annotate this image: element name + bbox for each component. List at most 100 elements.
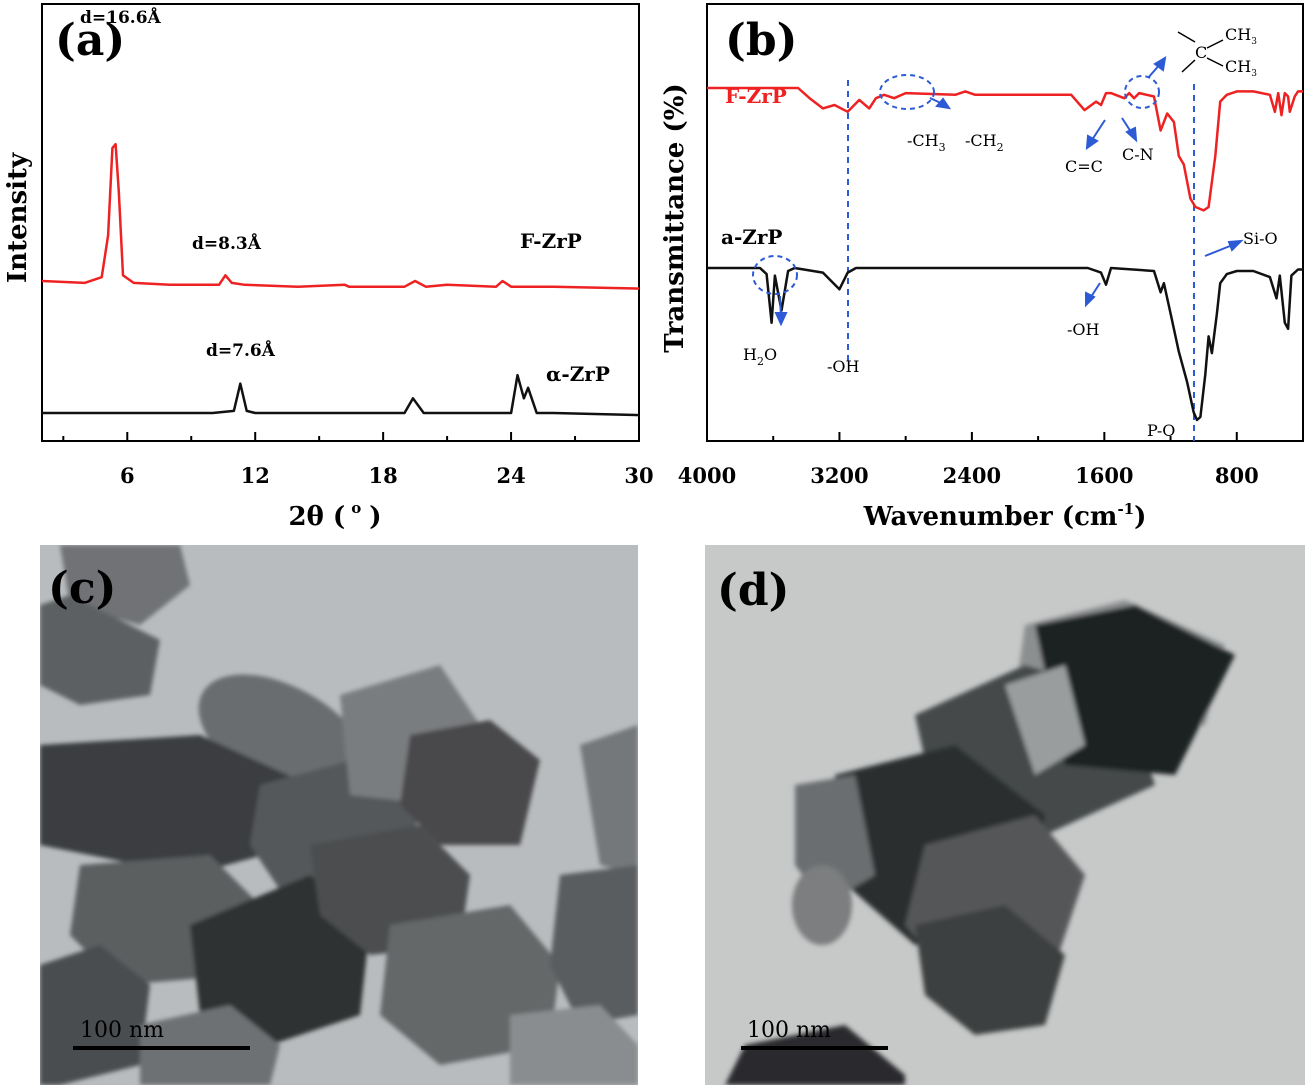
- ftir-x-axis-title-main: Wavenumber (cm: [863, 502, 1118, 532]
- ftir-annotation-oh-left: -OH: [827, 357, 860, 376]
- tem-image-d-svg: (d) 100 nm: [705, 545, 1305, 1085]
- tem-c-particle: [550, 865, 638, 1025]
- ftir-series-f-zrp: [707, 86, 1303, 212]
- ftir-arrowhead-ch3: [1153, 56, 1167, 72]
- ftir-annotation-ch3-top-text: CH: [1225, 25, 1251, 44]
- ftir-annotation-ch3-text: -CH: [907, 131, 939, 150]
- tem-d-particle: [915, 905, 1065, 1035]
- panel-label-a: (a): [55, 15, 125, 66]
- xrd-annotation-d16: d=16.6Å: [80, 6, 162, 28]
- tem-c-scale-bar: [73, 1046, 250, 1050]
- ftir-x-axis-title: Wavenumber (cm-1): [863, 500, 1147, 532]
- tem-image-c-svg: (c) 100 nm: [40, 545, 638, 1085]
- ftir-circle-cn: [1124, 75, 1160, 109]
- ftir-annotation-ch3: -CH3: [907, 131, 946, 154]
- ftir-annotation-ch3-top: CH3: [1225, 25, 1257, 47]
- panel-label-c: (c): [48, 563, 116, 614]
- ftir-annotation-h2o-tail: O: [764, 345, 777, 364]
- tem-c-particle: [60, 545, 190, 625]
- ftir-tbutyl-structure: [1177, 31, 1224, 73]
- ftir-annotation-po: P-O: [1147, 421, 1175, 440]
- ftir-series-group: [707, 86, 1303, 422]
- ftir-annotation-oh-right: -OH: [1067, 320, 1100, 339]
- ftir-callout-circles: [752, 74, 1160, 295]
- xrd-annotation-d8: d=8.3Å: [192, 232, 262, 254]
- ftir-tick-label: 2400: [943, 463, 1001, 488]
- ftir-annotation-ch3-bottom-sub: 3: [1251, 69, 1257, 79]
- tem-d-particles: [725, 600, 1235, 1085]
- xrd-x-axis-title-close: ): [369, 502, 381, 532]
- ftir-arrowhead-cc: [1085, 134, 1099, 151]
- ftir-tick-label: 1600: [1075, 463, 1133, 488]
- ftir-chart: 4000 3200 2400 1600 800 (b) F-ZrP a-ZrP -CH3: [660, 3, 1304, 532]
- xrd-panel: 6 12 18 24 30 (a) d=16.6Å d=8.3Å d=7.6Å F-Zr…: [0, 0, 655, 540]
- ftir-bond-bottom-left: [1181, 59, 1196, 73]
- tem-c-particles: [40, 545, 638, 1085]
- ftir-annotation-ch2-text: -CH: [965, 131, 997, 150]
- tem-c-particle: [580, 725, 638, 875]
- ftir-annotation-ch3-bottom: CH3: [1225, 57, 1257, 79]
- ftir-circle-h2o: [752, 255, 798, 295]
- ftir-bond-bottom-right: [1206, 57, 1224, 67]
- xrd-x-axis-title-sup: o: [351, 499, 361, 517]
- tem-d-scale-bar-label: 100 nm: [747, 1018, 831, 1043]
- xrd-series-group: [41, 142, 640, 417]
- tem-d-scale-bar: [741, 1046, 888, 1050]
- xrd-tick-label: 6: [120, 463, 135, 488]
- ftir-annotation-ch3-sub: 3: [939, 141, 946, 154]
- ftir-x-axis-title-sup: -1: [1117, 500, 1134, 518]
- ftir-arrowhead-cn: [1125, 126, 1138, 143]
- ftir-tick-label: 800: [1215, 463, 1259, 488]
- ftir-arrowhead-oh2: [1085, 291, 1096, 308]
- tem-image-c: (c) 100 nm: [40, 545, 638, 1085]
- ftir-annotation-h2o: H2O: [743, 345, 777, 368]
- ftir-arrowhead-h2o: [774, 312, 788, 327]
- xrd-tick-label: 18: [369, 463, 398, 488]
- ftir-circle-ch: [879, 74, 935, 110]
- ftir-annotation-ch2: -CH2: [965, 131, 1004, 154]
- xrd-label-alpha-zrp: α-ZrP: [546, 362, 610, 386]
- ftir-plot-frame: [706, 3, 1304, 442]
- ftir-x-axis-title-close: ): [1134, 502, 1146, 532]
- ftir-tick-label: 3200: [810, 463, 868, 488]
- ftir-annotation-h2o-text: H: [743, 345, 757, 364]
- ftir-arrowhead-sio: [1227, 239, 1244, 252]
- ftir-y-axis-title: Transmittance (%): [660, 83, 690, 352]
- tem-d-particle: [725, 1025, 905, 1085]
- ftir-callout-arrows: [774, 56, 1244, 327]
- ftir-annotation-sio: Si-O: [1243, 229, 1278, 248]
- xrd-y-axis-title: Intensity: [3, 152, 33, 283]
- xrd-series-alpha-zrp: [42, 373, 640, 417]
- tem-c-particle: [40, 735, 310, 875]
- ftir-annotation-cn: C-N: [1122, 145, 1154, 164]
- ftir-annotation-ch3-bottom-text: CH: [1225, 57, 1251, 76]
- ftir-series-a-zrp: [707, 266, 1303, 422]
- xrd-label-f-zrp: F-ZrP: [520, 229, 582, 253]
- ftir-bond-top-right: [1206, 39, 1224, 49]
- xrd-x-ticks: 6 12 18 24 30: [62, 432, 654, 488]
- ftir-annotation-ch2-sub: 2: [997, 141, 1004, 154]
- ftir-annotation-h2o-sub: 2: [757, 355, 764, 368]
- ftir-tick-label: 4000: [678, 463, 736, 488]
- tem-c-particle: [510, 1005, 638, 1085]
- xrd-annotation-d7: d=7.6Å: [206, 339, 276, 361]
- tem-c-particle: [140, 1005, 280, 1085]
- panel-label-b: (b): [725, 15, 797, 66]
- tem-d-particle: [1005, 665, 1085, 775]
- panel-label-d: (d): [717, 565, 789, 616]
- tem-image-d: (d) 100 nm: [705, 545, 1305, 1085]
- xrd-tick-label: 30: [624, 463, 653, 488]
- ftir-panel: 4000 3200 2400 1600 800 (b) F-ZrP a-ZrP -CH3: [655, 0, 1311, 540]
- xrd-tick-label: 12: [241, 463, 270, 488]
- xrd-tick-label: 24: [496, 463, 525, 488]
- xrd-x-axis-title-main: 2θ (: [288, 502, 345, 532]
- ftir-x-ticks: 4000 3200 2400 1600 800: [678, 432, 1304, 488]
- tem-d-particle: [1035, 605, 1235, 775]
- ftir-annotation-c: C: [1195, 43, 1207, 62]
- tem-c-particle: [40, 595, 160, 705]
- xrd-plot-frame: [41, 3, 640, 442]
- tem-c-scale-bar-label: 100 nm: [80, 1018, 164, 1043]
- tem-d-particle: [792, 865, 852, 945]
- ftir-arrowhead-ch: [935, 97, 952, 110]
- ftir-bond-top-left: [1177, 31, 1196, 43]
